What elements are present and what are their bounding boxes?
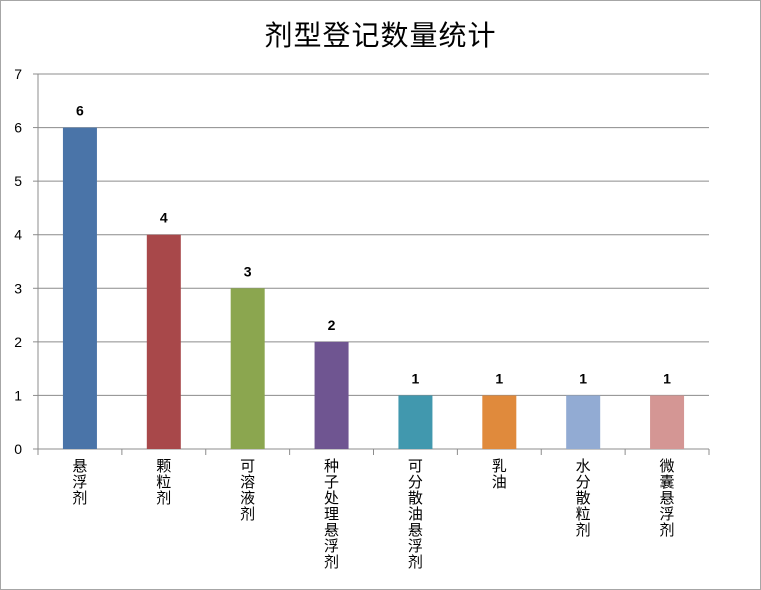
x-category-label: 悬浮剂 [72, 457, 87, 507]
y-tick-label: 3 [14, 280, 22, 296]
y-tick-label: 5 [14, 173, 22, 189]
x-category-label: 水分散粒剂 [576, 457, 591, 539]
x-category-label: 种子处理悬浮剂 [324, 457, 339, 571]
y-tick-label: 6 [14, 120, 22, 136]
data-label: 6 [76, 103, 84, 119]
y-tick-label: 4 [14, 227, 22, 243]
x-category-label: 乳油 [492, 457, 507, 491]
x-category-label: 可溶液剂 [240, 457, 255, 523]
bar [314, 341, 349, 449]
x-category-label: 可分散油悬浮剂 [408, 457, 423, 571]
y-tick-label: 1 [14, 387, 22, 403]
bar [482, 395, 517, 449]
bar [398, 395, 433, 449]
data-label: 1 [663, 370, 671, 386]
bar [62, 127, 97, 450]
chart-title: 剂型登记数量统计 [264, 19, 497, 52]
data-label: 4 [160, 210, 168, 226]
data-label: 3 [244, 263, 252, 279]
y-tick-label: 7 [14, 66, 22, 82]
x-category-label: 颗粒剂 [156, 457, 171, 507]
y-tick-label: 0 [14, 441, 22, 457]
y-tick-label: 2 [14, 334, 22, 350]
bar [566, 395, 601, 449]
bar [650, 395, 685, 449]
data-label: 1 [412, 370, 420, 386]
data-label: 2 [328, 317, 336, 333]
bar [230, 288, 265, 449]
data-label: 1 [579, 370, 587, 386]
bar [146, 234, 181, 449]
x-category-label: 微囊悬浮剂 [660, 457, 675, 539]
data-label: 1 [495, 370, 503, 386]
